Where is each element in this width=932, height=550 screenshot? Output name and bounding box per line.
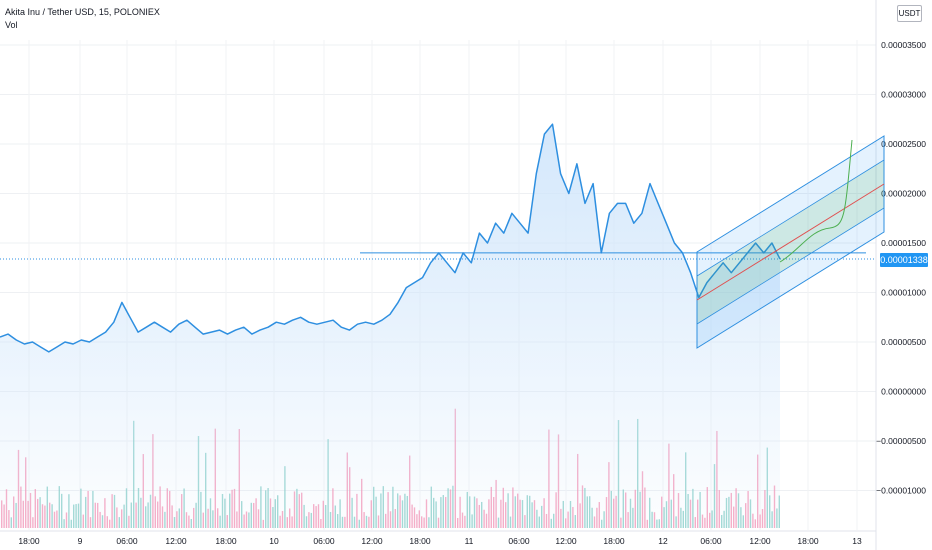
- x-tick-label: 06:00: [508, 536, 530, 546]
- x-tick-label: 13: [852, 536, 862, 546]
- y-tick-label: −0.00001000: [876, 486, 926, 496]
- x-tick-label: 11: [465, 536, 474, 546]
- y-tick-label: 0.00003000: [881, 90, 926, 100]
- x-tick-label: 12: [658, 536, 668, 546]
- price-line: [0, 123, 781, 353]
- x-tick-label: 18:00: [603, 536, 625, 546]
- x-tick-label: 10: [269, 536, 279, 546]
- symbol-title: Akita Inu / Tether USD, 15, POLONIEX: [5, 7, 160, 17]
- y-tick-label: −0.00000500: [876, 436, 926, 446]
- y-tick-label: 0.00000000: [881, 387, 926, 397]
- x-tick-label: 18:00: [215, 536, 237, 546]
- x-tick-label: 9: [78, 536, 83, 546]
- y-tick-label: 0.00000500: [881, 337, 926, 347]
- x-tick-label: 18:00: [18, 536, 40, 546]
- volume-indicator-label[interactable]: Vol: [5, 20, 18, 30]
- x-tick-label: 06:00: [700, 536, 722, 546]
- y-tick-label: 0.00001000: [881, 288, 926, 298]
- y-tick-label: 0.00002000: [881, 189, 926, 199]
- x-tick-label: 06:00: [313, 536, 335, 546]
- regression-midline: [696, 183, 885, 301]
- projection-curve: [779, 139, 853, 263]
- last-price-tag: 0.00001338: [880, 253, 928, 267]
- y-tick-label: 0.00003500: [881, 40, 926, 50]
- y-tick-label: 0.00001500: [881, 238, 926, 248]
- x-tick-label: 12:00: [555, 536, 577, 546]
- price-area: [0, 124, 780, 528]
- x-tick-label: 06:00: [116, 536, 138, 546]
- x-tick-label: 12:00: [361, 536, 383, 546]
- currency-button[interactable]: USDT: [897, 5, 922, 22]
- x-tick-label: 12:00: [749, 536, 771, 546]
- x-tick-label: 18:00: [409, 536, 431, 546]
- x-tick-label: 12:00: [165, 536, 187, 546]
- x-tick-label: 18:00: [797, 536, 819, 546]
- y-tick-label: 0.00002500: [881, 139, 926, 149]
- chart-legend: Akita Inu / Tether USD, 15, POLONIEX Vol: [5, 6, 160, 32]
